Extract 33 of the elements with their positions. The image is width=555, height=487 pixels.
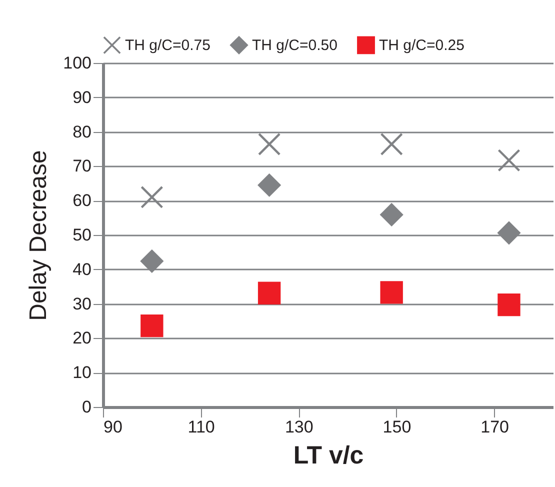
y-axis-title: Delay Decrease [25,150,52,321]
y-tick-label: 0 [82,398,92,416]
x-tick-label: 110 [188,418,215,436]
y-tick-label: 90 [72,88,92,107]
point [380,203,403,226]
y-tick-label: 80 [72,122,92,142]
point [258,174,281,196]
x-tick-label: 170 [480,418,509,436]
point [258,282,281,304]
x-tick-label: 150 [382,418,412,436]
point [498,149,520,172]
legend-label: TH g/C=0.50 [252,37,338,54]
y-tick-label: 20 [72,328,92,348]
x-tick-label: 90 [104,418,122,436]
y-tick-label: 10 [72,363,92,382]
y-tick-label: 60 [72,191,92,210]
point [380,132,403,156]
y-tick-label: 70 [72,156,92,176]
y-tick-label: 50 [72,226,92,244]
y-tick-label: 100 [63,54,92,72]
point [140,186,164,209]
point [498,293,520,316]
legend-label: TH g/C=0.75 [125,37,210,54]
x-axis-title: LT v/c [293,442,364,470]
legend-label: TH g/C=0.25 [379,37,464,54]
point [140,314,164,338]
point [380,281,403,304]
point [498,222,520,244]
x-tick-label: 130 [284,418,314,436]
y-tick-label: 30 [72,294,92,314]
y-tick-label: 40 [72,260,92,279]
point [140,250,164,272]
point [258,132,281,156]
